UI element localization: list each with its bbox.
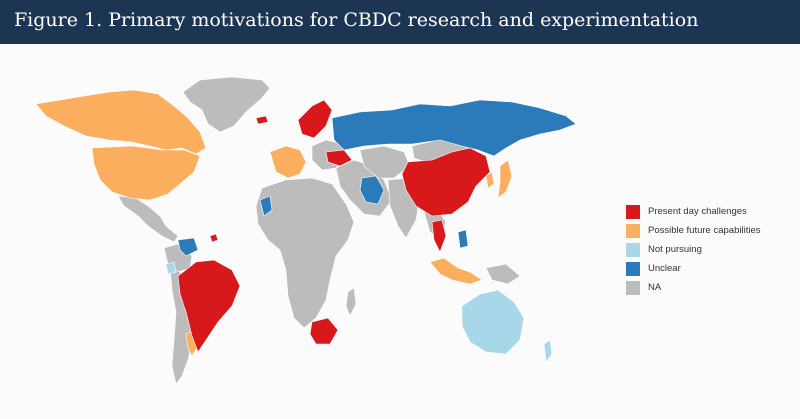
venezuela-region <box>177 237 199 257</box>
thailand-region <box>431 219 447 253</box>
korea-region <box>485 171 495 189</box>
brazil-region <box>177 259 241 353</box>
legend-swatch-unclear <box>626 261 640 276</box>
china-region <box>401 147 491 217</box>
legend-swatch-present-day <box>626 204 640 219</box>
greenland-region <box>182 76 271 133</box>
legend-swatch-na <box>626 280 640 295</box>
usa-region <box>91 145 201 201</box>
australia-region <box>461 289 525 355</box>
legend-swatch-future <box>626 223 640 238</box>
indonesia-region <box>429 257 483 285</box>
caribbean-region <box>209 233 219 243</box>
ecuador-region <box>165 261 177 275</box>
africa-region <box>255 177 355 329</box>
legend-item-not-pursuing: Not pursuing <box>626 240 760 259</box>
canada-region <box>35 89 207 155</box>
scandinavia-region <box>297 99 333 139</box>
legend-label-present-day: Present day challenges <box>648 206 747 217</box>
legend-swatch-not-pursuing <box>626 242 640 257</box>
central-asia-region <box>359 145 411 179</box>
mexico-central-america-region <box>117 195 179 243</box>
figure-title: Figure 1. Primary motivations for CBDC r… <box>14 9 699 31</box>
legend-item-na: NA <box>626 278 760 297</box>
legend-label-na: NA <box>648 282 662 293</box>
legend-item-present-day: Present day challenges <box>626 202 760 221</box>
iceland-region <box>255 115 269 125</box>
map-legend: Present day challenges Possible future c… <box>626 202 760 297</box>
russia-region <box>331 99 577 157</box>
world-map-panel: Present day challenges Possible future c… <box>0 44 800 419</box>
legend-item-unclear: Unclear <box>626 259 760 278</box>
papua-region <box>485 263 521 285</box>
western-europe-region <box>269 145 307 179</box>
japan-region <box>497 159 513 199</box>
west-africa-region <box>259 195 273 217</box>
legend-label-not-pursuing: Not pursuing <box>648 244 702 255</box>
philippines-region <box>457 229 469 249</box>
legend-label-future: Possible future capabilities <box>648 225 761 236</box>
legend-label-unclear: Unclear <box>648 263 681 274</box>
title-bar: Figure 1. Primary motivations for CBDC r… <box>0 0 800 44</box>
south-africa-region <box>309 317 339 345</box>
iran-region <box>359 175 385 205</box>
world-map <box>35 76 577 385</box>
new-zealand-region <box>543 339 553 363</box>
ukraine-region <box>325 149 353 167</box>
madagascar-region <box>345 287 357 317</box>
legend-item-future: Possible future capabilities <box>626 221 760 240</box>
